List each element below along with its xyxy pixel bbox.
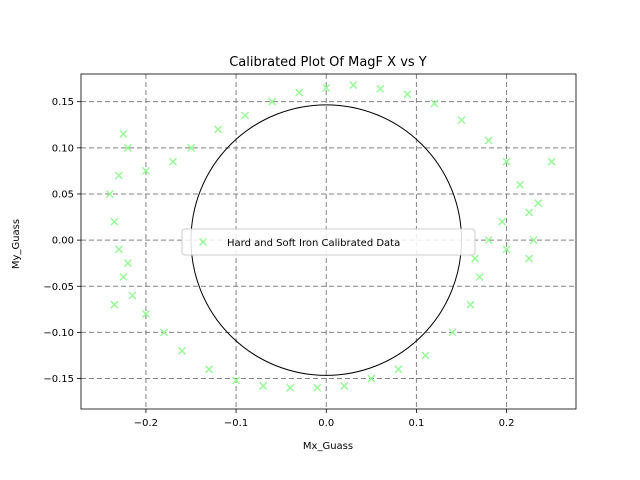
legend-box	[181, 228, 476, 256]
data-point	[114, 171, 123, 180]
y-axis-label: My_Guass	[11, 219, 22, 269]
data-point	[105, 189, 114, 199]
data-point	[241, 111, 250, 120]
data-point	[502, 157, 511, 166]
data-point	[448, 328, 457, 337]
data-point	[376, 84, 385, 93]
data-point	[403, 90, 412, 99]
data-point	[322, 83, 331, 92]
data-point	[516, 180, 525, 189]
data-point	[177, 346, 187, 355]
y-tick-label: 0.15	[52, 97, 74, 108]
data-point	[259, 381, 268, 390]
x-tick-label: −0.1	[224, 418, 248, 429]
data-point	[159, 328, 168, 337]
x-tick-label: 0.2	[499, 418, 515, 429]
y-tick-label: −0.05	[43, 282, 74, 293]
data-point	[119, 129, 128, 139]
x-axis-label: Mx_Guass	[303, 441, 353, 452]
data-point	[421, 351, 430, 360]
data-point	[484, 236, 493, 245]
data-point	[110, 300, 119, 309]
legend-label: Hard and Soft Iron Calibrated Data	[227, 238, 400, 249]
data-point	[498, 217, 507, 226]
data-point	[313, 383, 322, 392]
data-point	[114, 245, 123, 254]
data-point	[214, 125, 223, 134]
data-point	[534, 199, 543, 208]
data-point	[141, 309, 150, 318]
x-tick-label: 0.1	[408, 418, 424, 429]
data-point	[525, 208, 534, 217]
data-point	[394, 365, 403, 374]
data-point	[110, 217, 119, 226]
data-points	[105, 81, 556, 392]
data-point	[119, 272, 128, 282]
data-point	[168, 157, 177, 166]
y-tick-label: 0.10	[52, 143, 74, 154]
legend-marker	[198, 237, 208, 247]
data-point	[529, 236, 538, 245]
y-tick-label: −0.15	[43, 374, 74, 385]
y-tick-label: −0.10	[43, 328, 74, 339]
data-point	[340, 381, 349, 390]
y-tick-label: 0.05	[52, 189, 74, 200]
data-point	[457, 116, 466, 125]
data-point	[466, 300, 475, 309]
data-point	[232, 376, 241, 385]
data-point	[484, 136, 493, 145]
data-point	[286, 383, 295, 392]
data-point	[141, 166, 150, 175]
data-point	[186, 143, 196, 152]
data-point	[128, 291, 137, 300]
legend-x-marker	[198, 237, 208, 247]
data-point	[295, 88, 304, 97]
chart-title: Calibrated Plot Of MagF X vs Y	[229, 55, 427, 70]
x-tick-label: 0.0	[318, 418, 334, 429]
data-point	[123, 143, 132, 152]
plot-frame	[80, 73, 577, 410]
data-point	[367, 374, 376, 383]
data-point	[502, 245, 511, 254]
data-point	[547, 157, 556, 166]
y-tick-label: 0.00	[52, 236, 74, 247]
axis-ticks: −0.2 −0.1 0.0 0.1 0.2 −0.15 −0.10 −0.05 0.00 0.05…	[43, 97, 514, 429]
data-point	[430, 99, 439, 108]
data-point	[349, 81, 358, 90]
data-point	[205, 365, 214, 374]
data-point	[470, 254, 480, 263]
data-point	[123, 259, 132, 268]
legend: Hard and Soft Iron Calibrated Data	[181, 228, 476, 256]
data-point	[475, 272, 484, 282]
x-tick-label: −0.2	[134, 418, 158, 429]
data-point	[268, 97, 277, 106]
data-point	[525, 254, 534, 263]
